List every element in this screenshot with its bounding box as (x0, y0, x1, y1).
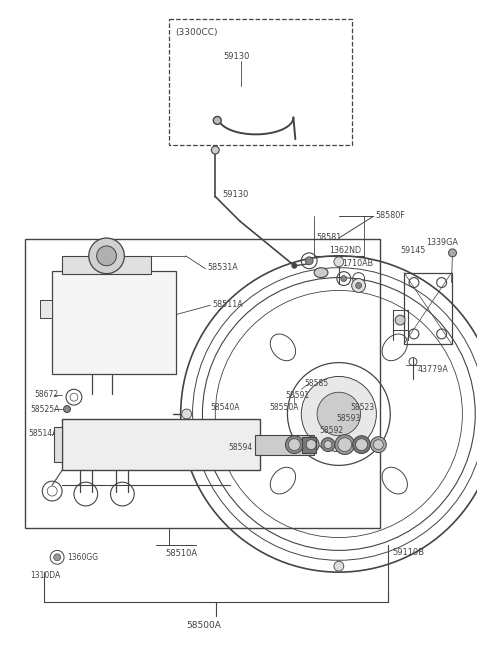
Text: 1339GA: 1339GA (426, 238, 458, 248)
Circle shape (356, 439, 368, 451)
Circle shape (341, 276, 347, 282)
Text: 58581: 58581 (316, 233, 341, 242)
Bar (302, 437, 316, 453)
Circle shape (324, 441, 332, 449)
Circle shape (373, 440, 384, 449)
Circle shape (317, 392, 360, 436)
Circle shape (211, 146, 219, 154)
Bar (62, 256, 151, 274)
Text: 59110B: 59110B (392, 548, 424, 557)
Text: 43779A: 43779A (418, 365, 449, 374)
Bar (24, 239, 380, 528)
Text: 1710AB: 1710AB (342, 259, 373, 269)
Circle shape (448, 249, 456, 257)
Circle shape (321, 438, 335, 451)
Circle shape (335, 435, 355, 455)
Text: 58593: 58593 (336, 415, 360, 423)
Text: 58510A: 58510A (166, 549, 198, 558)
Circle shape (353, 436, 371, 453)
Text: 58540A: 58540A (210, 403, 240, 411)
Circle shape (54, 554, 60, 561)
Circle shape (89, 238, 124, 274)
Circle shape (305, 257, 313, 265)
Text: 58514A: 58514A (28, 429, 58, 438)
Circle shape (63, 405, 71, 413)
Text: 59130: 59130 (222, 190, 249, 199)
Ellipse shape (314, 268, 328, 278)
Text: 58525A: 58525A (30, 405, 60, 413)
Text: 1310DA: 1310DA (30, 571, 60, 580)
Circle shape (286, 436, 303, 453)
Circle shape (334, 257, 344, 267)
Text: 58523: 58523 (351, 403, 375, 411)
Circle shape (334, 561, 344, 571)
Bar (255, 435, 314, 455)
Bar (52, 271, 176, 375)
Circle shape (356, 282, 361, 288)
Circle shape (96, 246, 117, 266)
Text: 58672: 58672 (35, 390, 59, 399)
Circle shape (303, 437, 319, 453)
Text: 59130: 59130 (223, 52, 250, 61)
Text: 58585: 58585 (304, 379, 328, 388)
Circle shape (371, 437, 386, 453)
Text: 58592: 58592 (319, 426, 343, 436)
Text: 1362ND: 1362ND (329, 246, 361, 255)
Bar (54, 427, 62, 462)
Circle shape (338, 438, 352, 451)
Text: 58594: 58594 (228, 443, 252, 452)
Bar (404, 272, 452, 344)
Bar (169, 18, 352, 145)
Bar (62, 419, 260, 470)
Bar (40, 301, 52, 318)
Circle shape (306, 440, 316, 449)
Text: 58500A: 58500A (187, 621, 221, 630)
Circle shape (301, 377, 376, 451)
Circle shape (182, 409, 192, 419)
Circle shape (292, 263, 297, 268)
Text: 58591: 58591 (286, 390, 310, 400)
Circle shape (288, 439, 300, 451)
Text: 58550A: 58550A (270, 403, 299, 411)
Text: 59145: 59145 (400, 246, 425, 255)
Text: 1360GG: 1360GG (67, 553, 98, 562)
Text: (3300CC): (3300CC) (175, 28, 217, 37)
Text: 58580F: 58580F (375, 211, 405, 220)
Circle shape (213, 117, 221, 124)
Text: 58511A: 58511A (212, 300, 243, 309)
Circle shape (352, 278, 366, 292)
Circle shape (395, 315, 405, 325)
Text: 58531A: 58531A (207, 263, 238, 272)
